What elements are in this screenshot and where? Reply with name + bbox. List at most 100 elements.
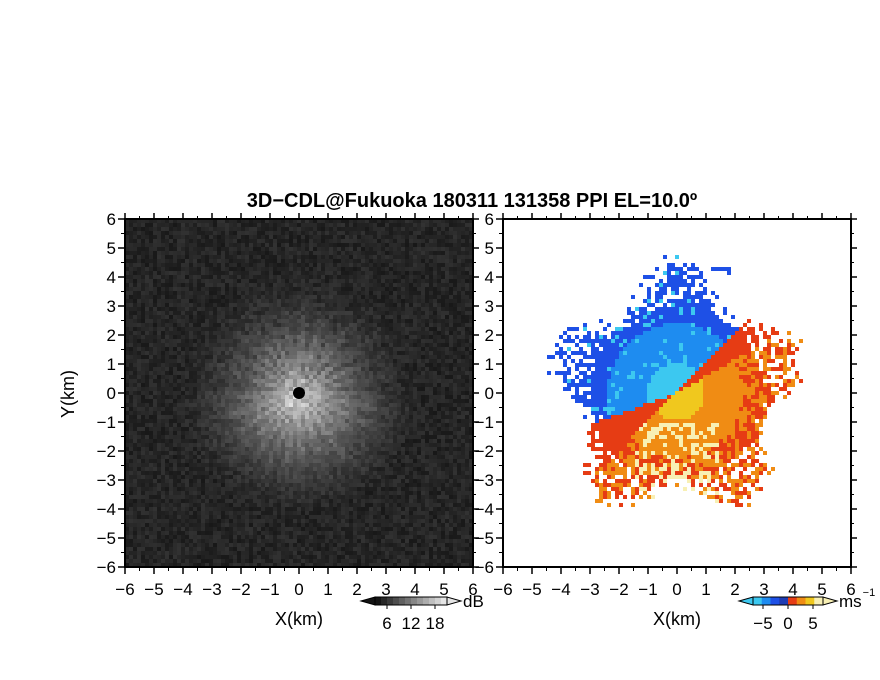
intensity-pixel	[345, 255, 349, 259]
intensity-pixel	[293, 539, 297, 543]
intensity-pixel	[141, 367, 145, 371]
intensity-pixel	[177, 243, 181, 247]
intensity-pixel	[217, 295, 221, 299]
intensity-pixel	[249, 255, 253, 259]
intensity-pixel	[221, 515, 225, 519]
intensity-pixel	[173, 547, 177, 551]
intensity-pixel	[153, 239, 157, 243]
intensity-pixel	[201, 407, 205, 411]
intensity-pixel	[297, 279, 301, 283]
intensity-pixel	[321, 311, 325, 315]
intensity-pixel	[297, 547, 301, 551]
intensity-pixel	[281, 483, 285, 487]
intensity-pixel	[241, 443, 245, 447]
intensity-pixel	[329, 239, 333, 243]
intensity-pixel	[169, 355, 173, 359]
intensity-pixel	[181, 291, 185, 295]
intensity-pixel	[145, 247, 149, 251]
intensity-pixel	[241, 359, 245, 363]
intensity-pixel	[213, 531, 217, 535]
intensity-pixel	[157, 435, 161, 439]
intensity-pixel	[341, 443, 345, 447]
intensity-pixel	[229, 283, 233, 287]
intensity-pixel	[145, 511, 149, 515]
intensity-pixel	[173, 551, 177, 555]
intensity-pixel	[285, 403, 289, 407]
intensity-pixel	[149, 515, 153, 519]
intensity-pixel	[317, 247, 321, 251]
intensity-pixel	[337, 327, 341, 331]
intensity-pixel	[297, 355, 301, 359]
intensity-pixel	[277, 355, 281, 359]
intensity-pixel	[273, 243, 277, 247]
intensity-pixel	[297, 311, 301, 315]
intensity-pixel	[261, 311, 265, 315]
intensity-pixel	[185, 403, 189, 407]
intensity-pixel	[337, 375, 341, 379]
intensity-pixel	[269, 431, 273, 435]
intensity-pixel	[221, 475, 225, 479]
intensity-pixel	[333, 231, 337, 235]
intensity-pixel	[221, 527, 225, 531]
intensity-pixel	[181, 223, 185, 227]
intensity-pixel	[193, 435, 197, 439]
intensity-pixel	[169, 315, 173, 319]
intensity-pixel	[177, 403, 181, 407]
intensity-pixel	[225, 243, 229, 247]
intensity-pixel	[269, 407, 273, 411]
intensity-pixel	[177, 223, 181, 227]
intensity-pixel	[233, 299, 237, 303]
intensity-pixel	[209, 283, 213, 287]
intensity-pixel	[325, 507, 329, 511]
intensity-pixel	[169, 287, 173, 291]
intensity-pixel	[329, 499, 333, 503]
intensity-pixel	[185, 423, 189, 427]
intensity-pixel	[285, 555, 289, 559]
intensity-pixel	[185, 435, 189, 439]
intensity-pixel	[349, 527, 353, 531]
intensity-pixel	[325, 447, 329, 451]
intensity-pixel	[173, 271, 177, 275]
intensity-pixel	[205, 227, 209, 231]
intensity-pixel	[169, 239, 173, 243]
intensity-pixel	[313, 455, 317, 459]
intensity-pixel	[249, 387, 253, 391]
intensity-pixel	[189, 359, 193, 363]
intensity-pixel	[161, 375, 165, 379]
intensity-pixel	[149, 299, 153, 303]
intensity-pixel	[177, 487, 181, 491]
intensity-pixel	[301, 367, 305, 371]
intensity-pixel	[265, 275, 269, 279]
intensity-pixel	[165, 539, 169, 543]
intensity-pixel	[157, 271, 161, 275]
intensity-pixel	[217, 531, 221, 535]
intensity-pixel	[349, 555, 353, 559]
intensity-pixel	[329, 463, 333, 467]
intensity-pixel	[217, 495, 221, 499]
intensity-pixel	[309, 391, 313, 395]
intensity-pixel	[237, 479, 241, 483]
intensity-pixel	[209, 527, 213, 531]
intensity-pixel	[345, 451, 349, 455]
intensity-pixel	[237, 399, 241, 403]
intensity-pixel	[289, 491, 293, 495]
intensity-pixel	[193, 279, 197, 283]
intensity-pixel	[325, 467, 329, 471]
intensity-pixel	[137, 491, 141, 495]
intensity-pixel	[349, 435, 353, 439]
intensity-pixel	[345, 263, 349, 267]
intensity-pixel	[249, 443, 253, 447]
intensity-pixel	[185, 443, 189, 447]
intensity-pixel	[329, 495, 333, 499]
intensity-pixel	[185, 335, 189, 339]
intensity-pixel	[321, 359, 325, 363]
intensity-pixel	[301, 295, 305, 299]
intensity-pixel	[169, 555, 173, 559]
intensity-pixel	[301, 287, 305, 291]
intensity-pixel	[257, 487, 261, 491]
intensity-pixel	[341, 535, 345, 539]
intensity-pixel	[317, 319, 321, 323]
intensity-pixel	[193, 479, 197, 483]
intensity-pixel	[197, 407, 201, 411]
intensity-pixel	[157, 427, 161, 431]
